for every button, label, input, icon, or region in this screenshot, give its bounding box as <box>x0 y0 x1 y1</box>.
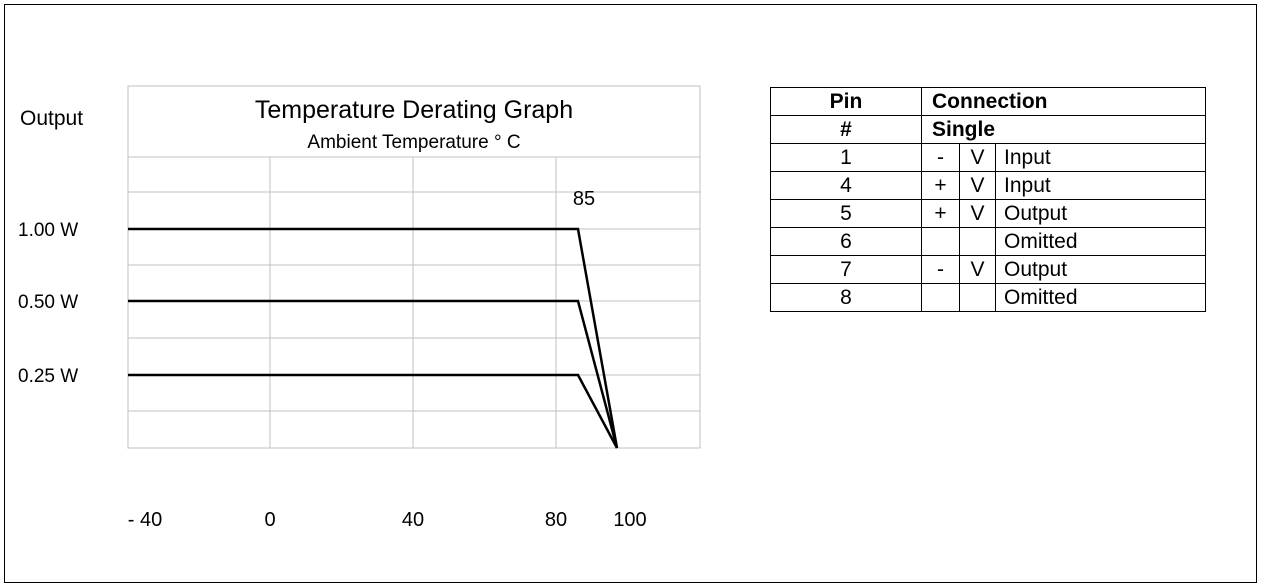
table-row: 7- V Output <box>770 255 1206 284</box>
pin-v: V <box>959 143 996 172</box>
series-line-2 <box>128 299 619 449</box>
table-row: 1- V Input <box>770 143 1206 172</box>
table-row: 8 Omitted <box>770 283 1206 312</box>
pin-number: 8 <box>770 283 922 312</box>
pin-number: 7 <box>770 255 922 284</box>
pin-connection: Output <box>995 199 1206 228</box>
series-lines <box>128 227 619 449</box>
pin-number: 5 <box>770 199 922 228</box>
series-line-1 <box>128 227 619 449</box>
pin-v: V <box>959 171 996 200</box>
pin-number: 1 <box>770 143 922 172</box>
derating-chart: Output Temperature Derating Graph Ambien… <box>18 85 701 531</box>
table-row: 4 + V Input <box>770 171 1206 200</box>
table-row: 6 Omitted <box>770 227 1206 256</box>
chart-subtitle: Ambient Temperature ° C <box>307 132 520 153</box>
chart-title: Temperature Derating Graph <box>255 96 573 124</box>
y-tick-label: 1.00 W <box>18 220 78 241</box>
x-ticks: - 40 0 40 80 100 <box>128 509 647 531</box>
annotation-85: 85 <box>573 188 595 210</box>
pin-v <box>959 227 996 256</box>
pin-sign: + <box>921 171 960 200</box>
pin-v: V <box>959 199 996 228</box>
subheader-connection: Single <box>921 115 1206 144</box>
pin-number: 6 <box>770 227 922 256</box>
y-ticks: 1.00 W 0.50 W 0.25 W <box>18 220 78 387</box>
pin-connection: Input <box>995 171 1206 200</box>
series-line-3 <box>128 373 619 449</box>
table-row: 5 + V Output <box>770 199 1206 228</box>
pin-connection: Omitted <box>995 227 1206 256</box>
pin-v <box>959 283 996 312</box>
pin-v: V <box>959 255 996 284</box>
y-axis-label: Output <box>20 107 83 130</box>
plot-area-border <box>127 85 701 449</box>
header-pin: Pin <box>770 87 922 116</box>
pin-sign: - <box>921 143 960 172</box>
page-frame <box>4 4 1257 583</box>
pin-number: 4 <box>770 171 922 200</box>
pin-table: Pin Connection # Single 1- V Input 4 + V Input… <box>770 87 1206 312</box>
x-tick-label: 40 <box>402 509 424 531</box>
pin-sign: - <box>921 255 960 284</box>
y-tick-label: 0.50 W <box>18 292 78 313</box>
pin-connection: Omitted <box>995 283 1206 312</box>
subheader-pin: # <box>770 115 922 144</box>
pin-connection: Input <box>995 143 1206 172</box>
x-tick-label: 100 <box>613 509 646 531</box>
x-tick-label: - 40 <box>128 509 162 531</box>
pin-sign: + <box>921 199 960 228</box>
x-tick-label: 0 <box>264 509 275 531</box>
table-subheader-row: # Single <box>770 115 1206 144</box>
table-header-row: Pin Connection <box>770 87 1206 116</box>
pin-sign <box>921 283 960 312</box>
pin-sign <box>921 227 960 256</box>
pin-connection: Output <box>995 255 1206 284</box>
y-tick-label: 0.25 W <box>18 366 78 387</box>
x-tick-label: 80 <box>545 509 567 531</box>
header-connection: Connection <box>921 87 1206 116</box>
